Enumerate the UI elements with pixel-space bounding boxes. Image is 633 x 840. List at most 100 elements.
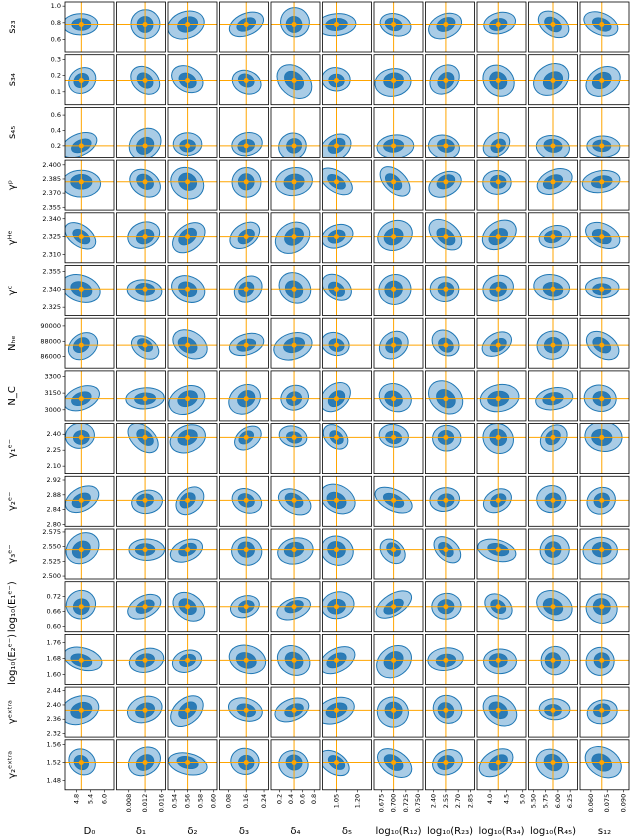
x-tick-label: 0.675	[377, 794, 385, 813]
x-tick-label: 6.00	[554, 794, 562, 808]
y-tick-label: 90000	[40, 322, 61, 330]
panel	[116, 475, 166, 527]
contours	[322, 687, 372, 738]
panel-frame	[167, 634, 218, 685]
contours	[580, 212, 629, 263]
panel	[322, 317, 372, 369]
contours	[271, 318, 320, 369]
truth-point	[391, 604, 397, 610]
contours	[374, 107, 423, 158]
panel-frame	[476, 317, 527, 369]
panel	[116, 265, 166, 316]
panel-frame	[373, 265, 424, 316]
y-axis-label: s₃₄	[7, 73, 18, 86]
contours	[425, 318, 475, 369]
panel-frame	[116, 423, 166, 475]
panel	[270, 634, 321, 685]
panel-frame	[219, 317, 269, 369]
contours	[168, 529, 217, 579]
panel-frame	[322, 265, 372, 316]
contours	[425, 160, 475, 211]
panel-frame	[425, 370, 475, 422]
panel-frame	[116, 54, 166, 106]
panel	[116, 54, 166, 106]
panel-frame	[116, 686, 166, 738]
truth-point	[142, 760, 148, 766]
truth-point	[391, 342, 397, 348]
panel-frame	[425, 475, 475, 527]
truth-point	[185, 707, 191, 713]
panel	[167, 423, 218, 475]
contours	[425, 634, 475, 685]
panel	[373, 581, 424, 633]
contours	[477, 529, 526, 579]
panel-frame	[167, 317, 218, 369]
panel-frame	[116, 370, 166, 422]
contours	[271, 739, 320, 790]
contours	[477, 212, 526, 263]
y-tick-label: 2.355	[42, 203, 61, 211]
panel	[476, 212, 527, 264]
truth-point	[185, 760, 191, 766]
contours	[528, 265, 578, 316]
panel	[476, 423, 527, 475]
y-axis-label: γ₂ᵉ⁻	[7, 492, 18, 511]
contours	[116, 212, 166, 263]
panel	[528, 1, 578, 53]
panel-frame	[116, 581, 166, 633]
panel	[64, 54, 115, 106]
panel-frame	[167, 1, 218, 53]
panel	[167, 475, 218, 527]
contours	[271, 212, 320, 263]
truth-point	[243, 760, 249, 766]
truth-point	[334, 234, 339, 240]
contours	[271, 529, 320, 579]
x-tick-label: 4.8	[73, 794, 81, 804]
panel	[528, 212, 578, 264]
truth-point	[78, 497, 84, 503]
y-tick-label: 1.56	[47, 740, 61, 748]
panel	[64, 159, 115, 211]
truth-point	[391, 396, 397, 402]
panel-frame	[528, 581, 578, 633]
contours	[374, 2, 423, 52]
panel	[373, 528, 424, 580]
y-tick-label: 0.60	[47, 623, 61, 631]
panel-frame	[579, 686, 630, 738]
panel	[64, 265, 115, 316]
contours	[271, 160, 320, 211]
truth-point	[599, 234, 605, 240]
contours	[425, 739, 475, 790]
panel-frame	[64, 159, 115, 211]
contours	[477, 318, 526, 369]
x-axis-label: log₁₀(R₁₂)	[375, 826, 421, 837]
truth-point	[291, 707, 297, 713]
panel-frame	[270, 54, 321, 106]
contours	[116, 423, 166, 474]
panel	[373, 54, 424, 106]
contours	[580, 529, 629, 579]
contours	[168, 370, 217, 421]
truth-point	[495, 78, 501, 84]
panel-frame	[476, 739, 527, 791]
contours	[528, 107, 578, 158]
panel-frame	[167, 159, 218, 211]
panel	[476, 686, 527, 738]
truth-point	[291, 657, 297, 663]
panel-frame	[219, 54, 269, 106]
truth-point	[291, 396, 297, 402]
x-tick-label: 6.0	[101, 794, 109, 804]
contours	[425, 581, 475, 632]
truth-point	[243, 707, 249, 713]
truth-point	[550, 604, 556, 610]
panel-frame	[64, 686, 115, 738]
truth-point	[291, 760, 297, 766]
truth-point	[391, 286, 397, 292]
truth-point	[243, 234, 249, 240]
contours	[168, 2, 217, 52]
panel-frame	[270, 739, 321, 791]
contours	[322, 54, 372, 105]
panel	[116, 212, 166, 264]
truth-point	[142, 657, 148, 663]
panel	[116, 423, 166, 475]
